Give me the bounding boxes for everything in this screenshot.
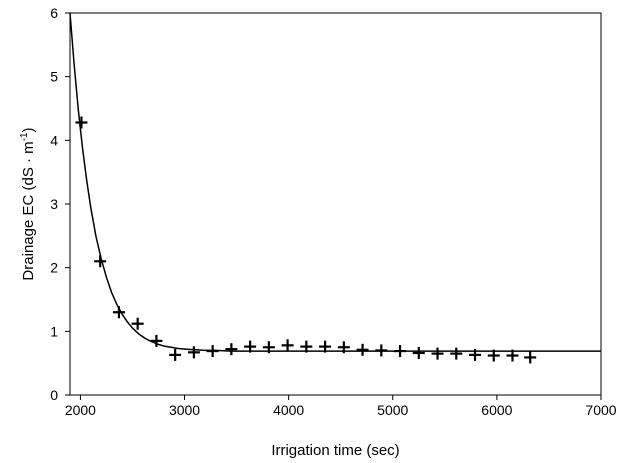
y-tick-label: 0 (50, 387, 58, 403)
data-point-marker (356, 343, 369, 356)
x-axis-ticks: 2000 3000 4000 5000 6000 7000 (65, 395, 617, 418)
data-point-marker (469, 348, 482, 361)
y-axis-title: Drainage EC (dS · m-1) (19, 127, 37, 280)
data-point-marker (225, 343, 238, 356)
data-point-marker (281, 339, 294, 352)
data-point-marker (112, 306, 125, 319)
x-tick-label: 4000 (273, 402, 304, 418)
data-point-marker (244, 340, 257, 353)
data-point-marker (262, 341, 275, 354)
y-tick-label: 5 (50, 69, 58, 85)
data-point-marker (150, 334, 163, 347)
x-tick-label: 3000 (169, 402, 200, 418)
x-tick-label: 2000 (65, 402, 96, 418)
data-point-marker (375, 344, 388, 357)
data-point-marker (506, 349, 519, 362)
y-tick-label: 1 (50, 323, 58, 339)
y-tick-label: 4 (50, 132, 58, 148)
data-point-marker (431, 347, 444, 360)
data-point-marker (206, 345, 219, 358)
data-point-marker (169, 348, 182, 361)
data-point-marker (187, 346, 200, 359)
data-point-marker (524, 351, 537, 364)
x-tick-label: 7000 (585, 402, 616, 418)
data-point-marker (412, 346, 425, 359)
data-point-marker (337, 341, 350, 354)
y-axis-title-superscript: -1 (19, 132, 30, 141)
data-point-marker (394, 345, 407, 358)
y-tick-label: 2 (50, 260, 58, 276)
y-tick-label: 3 (50, 196, 58, 212)
x-axis-title: Irrigation time (sec) (271, 442, 399, 459)
y-axis-title-close: ) (20, 127, 37, 132)
plot-area (69, 12, 602, 396)
data-point-marker (319, 340, 332, 353)
data-point-marker (94, 255, 107, 268)
data-point-marker (300, 340, 313, 353)
y-axis-ticks: 0 1 2 3 4 5 6 (50, 5, 70, 403)
x-tick-label: 5000 (377, 402, 408, 418)
data-point-marker (75, 116, 88, 129)
data-points (75, 116, 537, 364)
y-axis-title-main: Drainage EC (dS · m (20, 141, 37, 280)
y-tick-label: 6 (50, 5, 58, 21)
data-point-marker (487, 349, 500, 362)
data-point-marker (450, 347, 463, 360)
data-point-marker (131, 317, 144, 330)
x-tick-label: 6000 (481, 402, 512, 418)
